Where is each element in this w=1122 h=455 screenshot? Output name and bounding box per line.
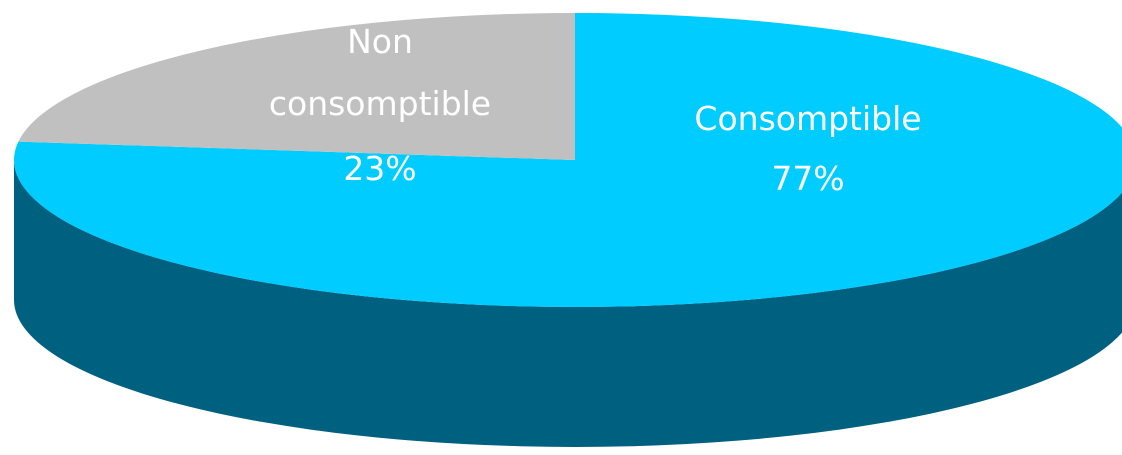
pie-side-consomptible <box>14 160 1122 447</box>
data-label-percent: 77% <box>771 159 844 198</box>
pie-data-labels: Consomptible 77% Non consomptible 23% <box>269 22 922 198</box>
data-label-category: consomptible <box>269 84 491 123</box>
pie-top-faces <box>14 13 1122 307</box>
pie-side-walls <box>14 160 1122 447</box>
data-label-category: Consomptible <box>694 99 921 138</box>
pie-slice-non-consomptible <box>18 13 576 160</box>
data-label-category: Non <box>347 22 413 61</box>
pie-slice-consomptible <box>14 13 1122 307</box>
data-label-non-consomptible: Non consomptible 23% <box>269 22 491 188</box>
data-label-consomptible: Consomptible 77% <box>694 99 921 198</box>
data-label-percent: 23% <box>343 149 416 188</box>
